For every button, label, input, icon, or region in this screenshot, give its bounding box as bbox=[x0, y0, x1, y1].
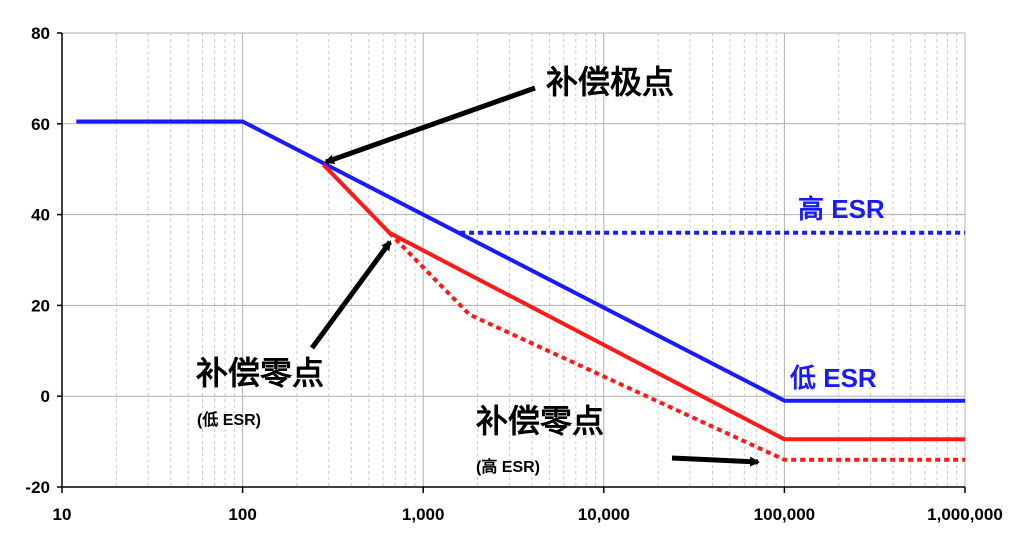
x-tick-label: 1,000,000 bbox=[927, 505, 1003, 524]
series-line-2 bbox=[321, 163, 965, 442]
high-esr-label: 高 ESR bbox=[798, 194, 885, 224]
y-tick-label: 60 bbox=[31, 115, 50, 134]
zero-high-label: 补偿零点 bbox=[476, 402, 604, 440]
pole-arrow bbox=[324, 85, 536, 165]
series-line-0 bbox=[76, 119, 965, 403]
annotations: 补偿极点 补偿零点 (低 ESR) 补偿零点 (高 ESR) 高 ESR 低 E… bbox=[196, 63, 885, 476]
x-tick-label: 100,000 bbox=[754, 505, 815, 524]
x-tick-label: 100 bbox=[228, 505, 256, 524]
low-esr-label: 低 ESR bbox=[789, 363, 877, 393]
y-tick-label: 80 bbox=[31, 24, 50, 43]
y-tick-label: 20 bbox=[31, 296, 50, 315]
y-tick-label: 40 bbox=[31, 206, 50, 225]
x-tick-label: 10,000 bbox=[578, 505, 630, 524]
axes bbox=[57, 32, 966, 493]
y-tick-label: 0 bbox=[41, 387, 50, 406]
zero-low-label: 补偿零点 bbox=[196, 354, 324, 392]
series-lines bbox=[76, 119, 965, 462]
zero-low-arrow bbox=[309, 240, 393, 350]
x-tick-label: 10 bbox=[53, 505, 72, 524]
zero-high-sub: (高 ESR) bbox=[476, 457, 540, 476]
series-line-3 bbox=[387, 231, 965, 462]
y-tick-label: -20 bbox=[25, 478, 50, 497]
zero-high-arrow bbox=[671, 455, 760, 467]
pole-label: 补偿极点 bbox=[546, 63, 674, 101]
x-tick-label: 1,000 bbox=[402, 505, 445, 524]
zero-low-sub: (低 ESR) bbox=[197, 410, 261, 429]
